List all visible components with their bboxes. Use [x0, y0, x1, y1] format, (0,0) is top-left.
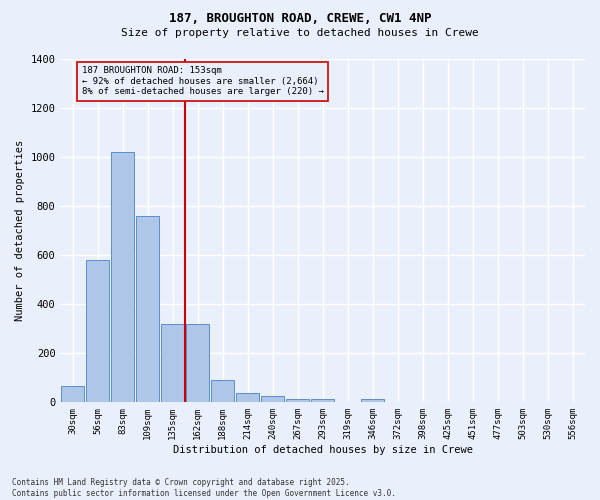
Bar — [112, 152, 134, 403]
Bar — [286, 398, 309, 402]
Bar — [136, 216, 160, 402]
Bar — [211, 380, 234, 402]
X-axis label: Distribution of detached houses by size in Crewe: Distribution of detached houses by size … — [173, 445, 473, 455]
Bar — [236, 392, 259, 402]
Bar — [61, 386, 85, 402]
Bar — [261, 396, 284, 402]
Bar — [187, 324, 209, 402]
Bar — [311, 400, 334, 402]
Bar — [161, 324, 184, 402]
Text: Size of property relative to detached houses in Crewe: Size of property relative to detached ho… — [121, 28, 479, 38]
Text: 187 BROUGHTON ROAD: 153sqm
← 92% of detached houses are smaller (2,664)
8% of se: 187 BROUGHTON ROAD: 153sqm ← 92% of deta… — [82, 66, 323, 96]
Y-axis label: Number of detached properties: Number of detached properties — [15, 140, 25, 322]
Bar — [361, 398, 384, 402]
Text: 187, BROUGHTON ROAD, CREWE, CW1 4NP: 187, BROUGHTON ROAD, CREWE, CW1 4NP — [169, 12, 431, 26]
Text: Contains HM Land Registry data © Crown copyright and database right 2025.
Contai: Contains HM Land Registry data © Crown c… — [12, 478, 396, 498]
Bar — [86, 260, 109, 402]
